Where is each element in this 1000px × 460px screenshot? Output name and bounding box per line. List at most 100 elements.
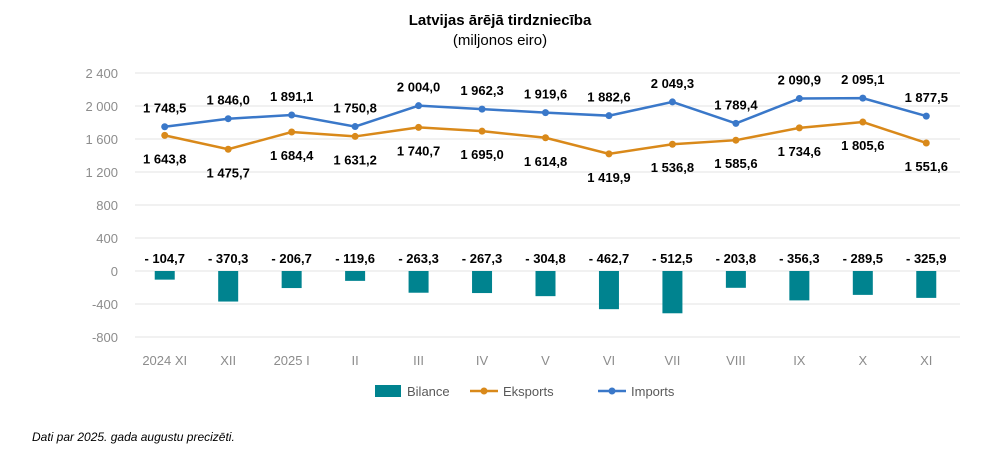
point-imports: [668, 98, 676, 106]
footnote: Dati par 2025. gada augustu precizēti.: [32, 430, 235, 444]
bar-bilance: [472, 271, 493, 294]
data-label-eksports: 1 551,6: [905, 159, 948, 174]
data-label-imports: 2 095,1: [841, 72, 884, 87]
data-label-bilance: - 267,3: [462, 251, 502, 266]
data-label-bilance: - 104,7: [144, 251, 184, 266]
data-label-eksports: 1 475,7: [207, 165, 250, 180]
bar-bilance: [345, 271, 366, 281]
point-eksports: [859, 118, 867, 126]
data-label-eksports: 1 805,6: [841, 138, 884, 153]
chart-subtitle: (miljonos eiro): [452, 32, 548, 49]
y-tick-label: 0: [111, 264, 118, 279]
data-label-bilance: - 325,9: [906, 251, 946, 266]
x-tick-label: 2024 XI: [142, 353, 187, 368]
data-label-eksports: 1 734,6: [778, 144, 821, 159]
point-imports: [288, 111, 296, 119]
data-label-eksports: 1 643,8: [143, 151, 186, 166]
data-label-imports: 1 750,8: [333, 101, 376, 116]
x-tick-label: VII: [664, 353, 680, 368]
data-label-bilance: - 512,5: [652, 251, 692, 266]
point-eksports: [668, 140, 676, 148]
x-tick-label: V: [541, 353, 550, 368]
point-imports: [922, 112, 930, 120]
data-label-bilance: - 119,6: [335, 251, 375, 266]
data-label-eksports: 1 614,8: [524, 154, 567, 169]
y-tick-label: 1 600: [85, 132, 118, 147]
bar-bilance: [916, 271, 937, 298]
data-label-eksports: 1 684,4: [270, 148, 314, 163]
point-imports: [478, 105, 486, 113]
data-label-imports: 1 846,0: [207, 93, 250, 108]
x-tick-label: XII: [220, 353, 236, 368]
point-eksports: [922, 139, 930, 147]
bar-bilance: [535, 271, 556, 297]
point-imports: [415, 102, 423, 110]
y-tick-label: 2 000: [85, 99, 118, 114]
point-eksports: [795, 124, 803, 132]
data-label-imports: 1 919,6: [524, 87, 567, 102]
y-tick-label: 1 200: [85, 165, 118, 180]
data-label-imports: 2 090,9: [778, 73, 821, 88]
data-label-imports: 1 891,1: [270, 89, 313, 104]
data-label-eksports: 1 536,8: [651, 160, 694, 175]
bar-bilance: [789, 271, 810, 301]
legend-bilance-swatch: [375, 385, 401, 397]
point-eksports: [478, 127, 486, 135]
point-eksports: [415, 123, 423, 131]
point-eksports: [542, 134, 549, 142]
x-tick-label: VI: [603, 353, 615, 368]
data-label-bilance: - 356,3: [779, 251, 819, 266]
point-eksports: [224, 145, 232, 153]
data-label-imports: 2 004,0: [397, 80, 440, 95]
point-eksports: [161, 131, 169, 139]
bar-bilance: [281, 271, 302, 289]
bar-bilance: [725, 271, 746, 288]
point-imports: [859, 94, 867, 102]
legend-imports-label: Imports: [631, 384, 675, 399]
data-label-bilance: - 289,5: [843, 251, 883, 266]
data-label-bilance: - 263,3: [398, 251, 438, 266]
data-label-eksports: 1 631,2: [333, 152, 376, 167]
point-imports: [732, 119, 740, 127]
data-label-eksports: 1 740,7: [397, 143, 440, 158]
data-label-bilance: - 206,7: [271, 251, 311, 266]
point-eksports: [351, 132, 359, 140]
y-tick-label: 400: [96, 231, 118, 246]
point-eksports: [288, 128, 296, 136]
point-imports: [161, 123, 169, 131]
data-label-eksports: 1 419,9: [587, 170, 630, 185]
bar-bilance: [218, 271, 239, 302]
x-tick-label: IX: [793, 353, 806, 368]
x-tick-label: VIII: [726, 353, 746, 368]
point-eksports: [605, 150, 613, 158]
point-eksports: [732, 136, 740, 144]
point-imports: [795, 95, 803, 103]
point-imports: [542, 109, 549, 117]
data-label-eksports: 1 585,6: [714, 156, 757, 171]
bar-bilance: [852, 271, 873, 295]
data-label-imports: 1 789,4: [714, 97, 758, 112]
bar-bilance: [408, 271, 429, 293]
x-tick-label: X: [858, 353, 867, 368]
chart-title: Latvijas ārējā tirdzniecība: [408, 12, 592, 29]
data-label-bilance: - 370,3: [208, 251, 248, 266]
data-label-imports: 1 882,6: [587, 90, 630, 105]
bar-bilance: [662, 271, 683, 314]
y-tick-label: 2 400: [85, 66, 118, 81]
x-tick-label: IV: [476, 353, 489, 368]
data-label-bilance: - 203,8: [716, 251, 756, 266]
data-label-imports: 2 049,3: [651, 76, 694, 91]
data-label-bilance: - 304,8: [525, 251, 565, 266]
data-label-imports: 1 962,3: [460, 83, 503, 98]
y-tick-label: -800: [92, 330, 118, 345]
x-tick-label: XI: [920, 353, 932, 368]
legend-imports-marker: [608, 387, 616, 395]
legend-eksports-label: Eksports: [503, 384, 554, 399]
bar-bilance: [154, 271, 175, 280]
data-label-imports: 1 748,5: [143, 101, 186, 116]
point-imports: [351, 123, 359, 131]
y-tick-label: 800: [96, 198, 118, 213]
x-tick-label: III: [413, 353, 424, 368]
bar-bilance: [598, 271, 619, 310]
